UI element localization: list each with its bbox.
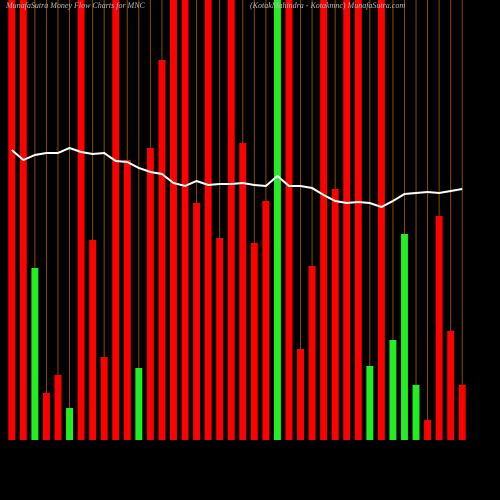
bar [343, 0, 351, 440]
bar [42, 393, 50, 440]
bar [66, 408, 73, 440]
bar [366, 366, 374, 440]
chart-subtitle: (KotakMahindra - Kotakmnc) MunafaSutra.c… [250, 1, 405, 10]
bar [250, 243, 258, 440]
bar [320, 0, 328, 440]
bar [31, 268, 39, 440]
bar [146, 148, 154, 440]
bar [435, 216, 443, 440]
bar [424, 420, 432, 440]
bar [193, 203, 201, 440]
bar [458, 385, 466, 440]
bar [54, 375, 62, 440]
bar [181, 0, 189, 440]
bar [123, 160, 131, 440]
bar [297, 349, 304, 440]
bar [204, 0, 212, 440]
bar [227, 0, 235, 440]
bar [285, 0, 293, 440]
bar [135, 368, 143, 440]
plot-area [8, 0, 466, 440]
bar [19, 0, 27, 440]
bar [112, 0, 120, 440]
bar [216, 238, 224, 440]
bar [412, 385, 420, 440]
bar [158, 60, 166, 440]
bar [401, 234, 408, 440]
bar [308, 266, 316, 440]
bar [377, 0, 385, 440]
bar [389, 340, 397, 440]
bar [447, 331, 455, 440]
bar [89, 240, 97, 440]
bar [77, 0, 85, 440]
bar [262, 201, 270, 440]
bar [239, 143, 247, 440]
bar [273, 0, 281, 440]
chart-title: MunafaSutra Money Flow Charts for MNC [5, 1, 146, 10]
bar [170, 0, 177, 440]
bar [100, 357, 108, 440]
bar [354, 0, 362, 440]
bar [8, 0, 16, 440]
bar [331, 189, 339, 440]
money-flow-line [11, 146, 463, 209]
